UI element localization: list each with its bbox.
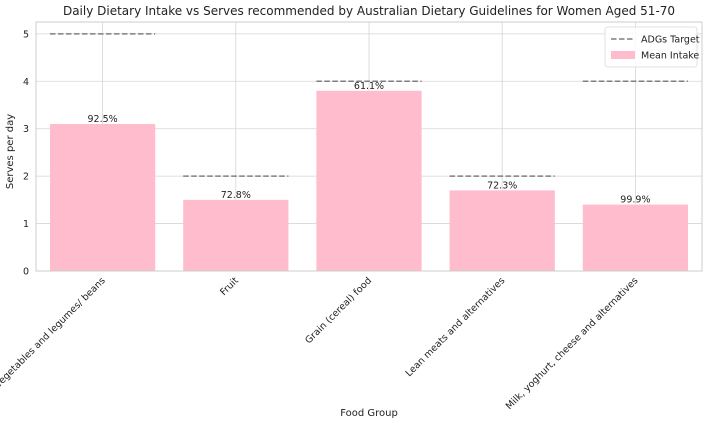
axes-frame	[35, 21, 703, 272]
intake-bar	[49, 123, 156, 271]
bar-data-label: 99.9%	[620, 195, 650, 206]
y-tick-label: 0	[23, 267, 29, 278]
bars-layer	[49, 90, 689, 272]
intake-bar	[183, 199, 289, 271]
y-tick-labels: 0 1 2 3 4 5	[23, 29, 29, 277]
legend-intake-swatch	[611, 51, 635, 59]
y-tick-label: 5	[23, 29, 29, 40]
chart-title: Daily Dietary Intake vs Serves recommend…	[63, 4, 675, 18]
bar-data-label: 72.8%	[221, 190, 251, 201]
y-tick-label: 1	[23, 219, 29, 230]
intake-bar	[316, 90, 422, 272]
targets-layer	[49, 33, 689, 177]
x-axis-label: Food Group	[340, 408, 398, 419]
y-tick-label: 4	[23, 77, 29, 88]
legend-intake-label: Mean Intake	[641, 51, 699, 62]
intake-bar	[582, 204, 689, 271]
legend-target-label: ADGs Target	[641, 35, 700, 46]
labels-layer: 92.5% 72.8% 61.1% 72.3% 99.9%	[88, 81, 651, 206]
bar-data-label: 61.1%	[354, 81, 384, 92]
y-tick-label: 3	[23, 124, 29, 135]
legend: ADGs Target Mean Intake	[604, 26, 700, 68]
plot-area: 92.5% 72.8% 61.1% 72.3% 99.9%	[35, 21, 703, 272]
intake-bar	[449, 190, 555, 271]
y-axis-label: Serves per day	[5, 114, 16, 189]
y-tick-label: 2	[23, 172, 29, 183]
bar-data-label: 72.3%	[487, 180, 517, 191]
bar-data-label: 92.5%	[88, 114, 118, 125]
